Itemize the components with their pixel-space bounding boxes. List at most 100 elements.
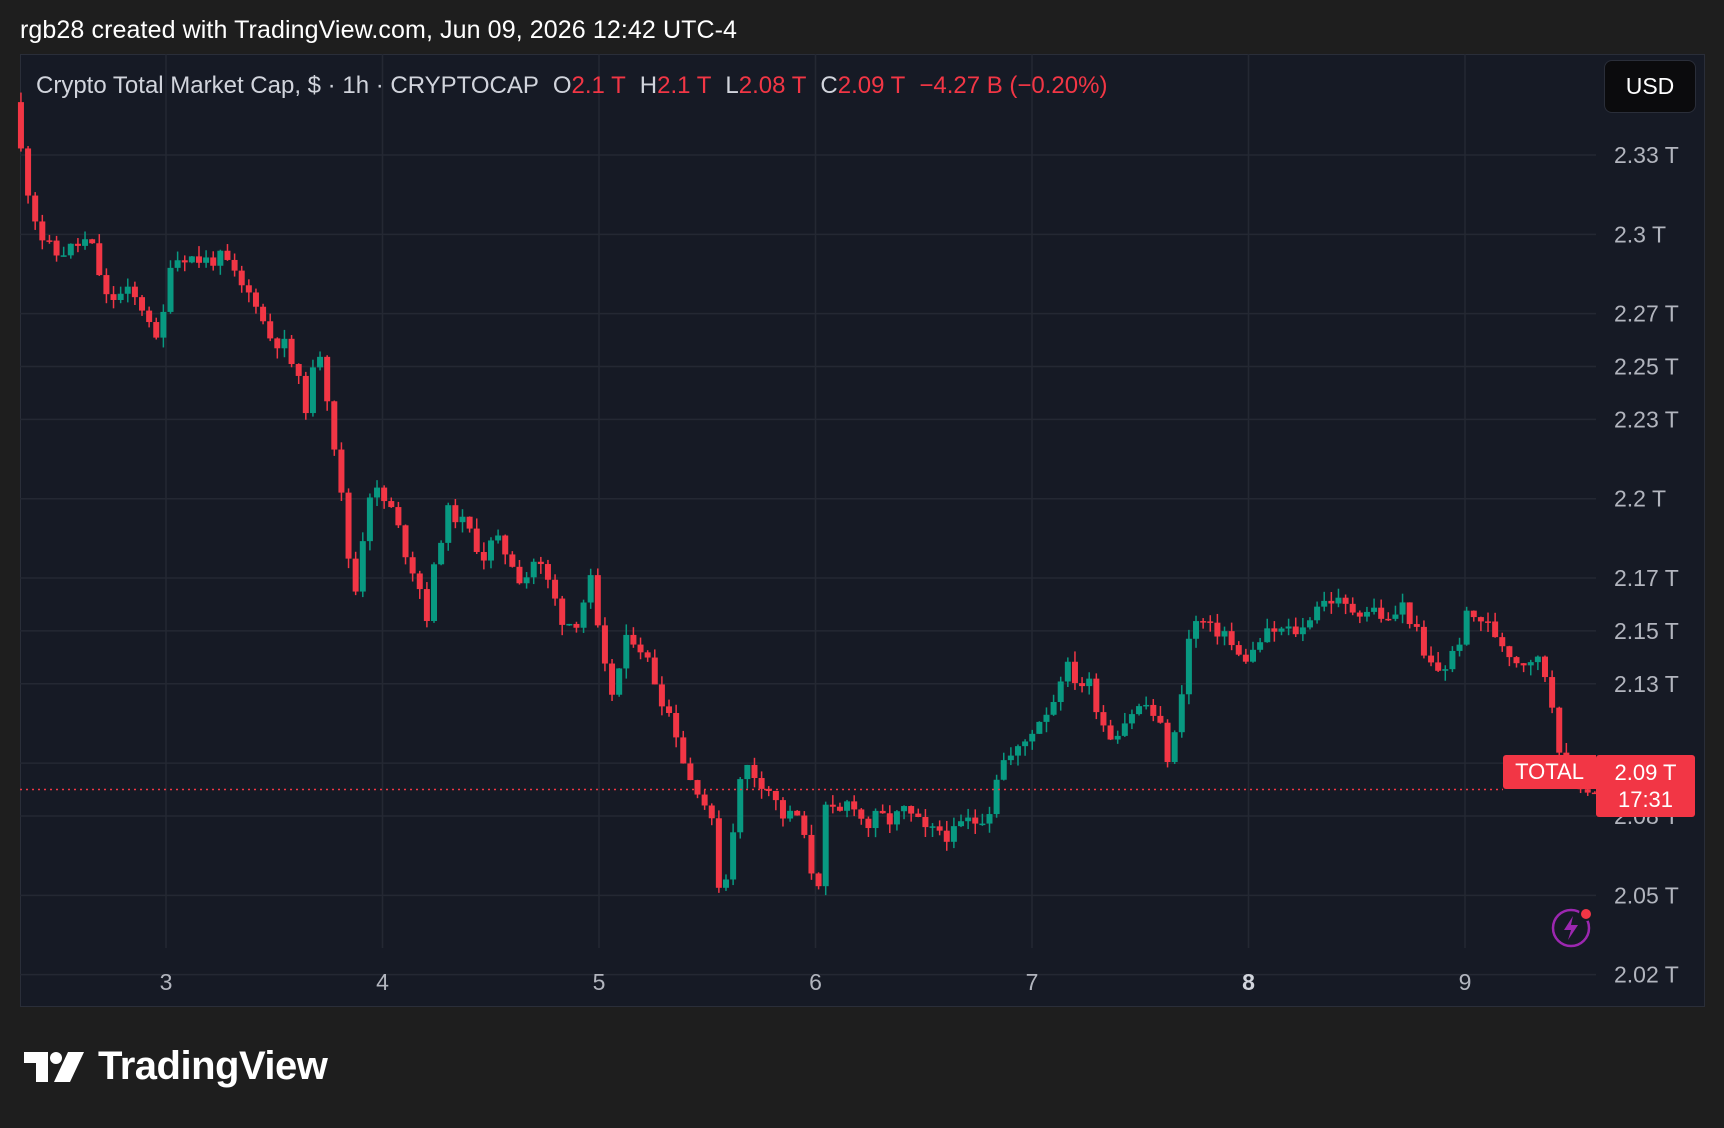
symbol-legend[interactable]: Crypto Total Market Cap, $ · 1h · CRYPTO… [36,72,1107,100]
candle-down [302,375,309,414]
candle-up [1335,597,1342,604]
y-tick-label: 2.33 T [1614,142,1679,168]
chart-caption: rgb28 created with TradingView.com, Jun … [20,16,738,44]
candle-down [245,285,252,293]
candle-down [1420,626,1427,656]
candle-down [39,221,46,241]
currency-button[interactable]: USD [1604,60,1696,113]
candle-up [822,804,829,887]
candle-down [1584,789,1591,793]
x-tick-label: 4 [376,969,389,995]
candle-down [644,652,651,658]
candle-down [1214,622,1221,637]
candle-down [1342,597,1349,604]
candle-down [110,294,117,301]
last-price-value: 2.09 T [1614,760,1677,785]
candle-up [1014,746,1021,756]
candle-down [1549,677,1556,708]
candle-up [1221,631,1228,637]
candle-down [260,306,267,322]
candle-down [1591,792,1598,795]
candle-up [438,542,445,565]
lightning-bolt-icon[interactable] [1551,906,1593,948]
candle-down [1349,603,1356,613]
candle-down [402,525,409,558]
candle-down [751,764,758,779]
candle-down [851,801,858,810]
high-value: 2.1 T [657,72,712,99]
candle-down [345,492,352,559]
candle-down [17,102,24,149]
candle-down [96,243,103,276]
candle-down [630,634,637,645]
last-price-tag: 2.09 T 17:31 [1596,755,1695,817]
candle-up [281,338,288,349]
candle-down [295,364,302,376]
candle-down [480,551,487,561]
candle-down [1520,663,1527,666]
candle-up [431,564,438,622]
bar-countdown: 17:31 [1617,787,1674,812]
candle-up [217,250,224,266]
candlestick-chart[interactable]: 2.33 T 2.3 T 2.27 T 2.25 T 2.23 T 2.2 T 2.17 T… [0,0,1724,1010]
candle-up [203,257,210,263]
candle-up [1534,656,1541,663]
candle-down [516,566,523,584]
candle-down [1541,656,1548,678]
candle-down [651,657,658,685]
candle-up [523,577,530,584]
candle-down [324,356,331,402]
tradingview-wordmark: TradingView [98,1044,328,1088]
candle-up [124,286,131,294]
candle-down [1071,661,1078,684]
candle-down [658,684,665,707]
x-tick-label: 7 [1026,969,1039,995]
candle-down [231,259,238,271]
candle-up [1278,628,1285,632]
candle-down [708,805,715,819]
candle-up [1136,706,1143,715]
candle-down [25,148,32,196]
candle-up [445,505,452,543]
tradingview-logo[interactable]: TradingView [24,1044,328,1089]
candle-up [580,602,587,628]
candle-up [1086,678,1093,687]
candle-up [872,810,879,829]
candle-down [836,806,843,811]
symbol-name[interactable]: Crypto Total Market Cap, $ · 1h · CRYPTO… [36,72,539,99]
candle-up [495,535,502,541]
y-tick-label: 2.15 T [1614,618,1679,644]
candle-down [409,557,416,574]
candle-down [1235,645,1242,655]
candle-up [67,243,74,256]
candle-down [879,810,886,814]
low-value: 2.08 T [738,72,807,99]
candle-down [1207,621,1214,623]
candle-up [623,634,630,669]
candle-down [146,310,153,323]
candle-down [452,505,459,523]
candle-up [587,575,594,603]
candle-down [687,763,694,781]
candle-down [801,815,808,835]
candle-up [82,239,89,246]
candle-up [309,367,316,414]
candle-up [1121,723,1128,736]
candle-down [1470,610,1477,618]
candle-down [694,780,701,795]
candle-up [1043,714,1050,722]
chart-pane[interactable] [20,54,1705,1007]
candle-up [1029,733,1036,742]
candle-up [1399,602,1406,615]
candle-down [153,322,160,338]
candle-up [1363,611,1370,617]
candle-up [1314,606,1321,621]
y-tick-label: 2.27 T [1614,301,1679,327]
candle-up [167,267,174,312]
candle-down [388,501,395,508]
y-tick-label: 2.02 T [1614,962,1679,988]
candle-down [267,321,274,339]
candle-down [1506,646,1513,658]
candle-down [509,554,516,567]
candle-up [1036,721,1043,734]
